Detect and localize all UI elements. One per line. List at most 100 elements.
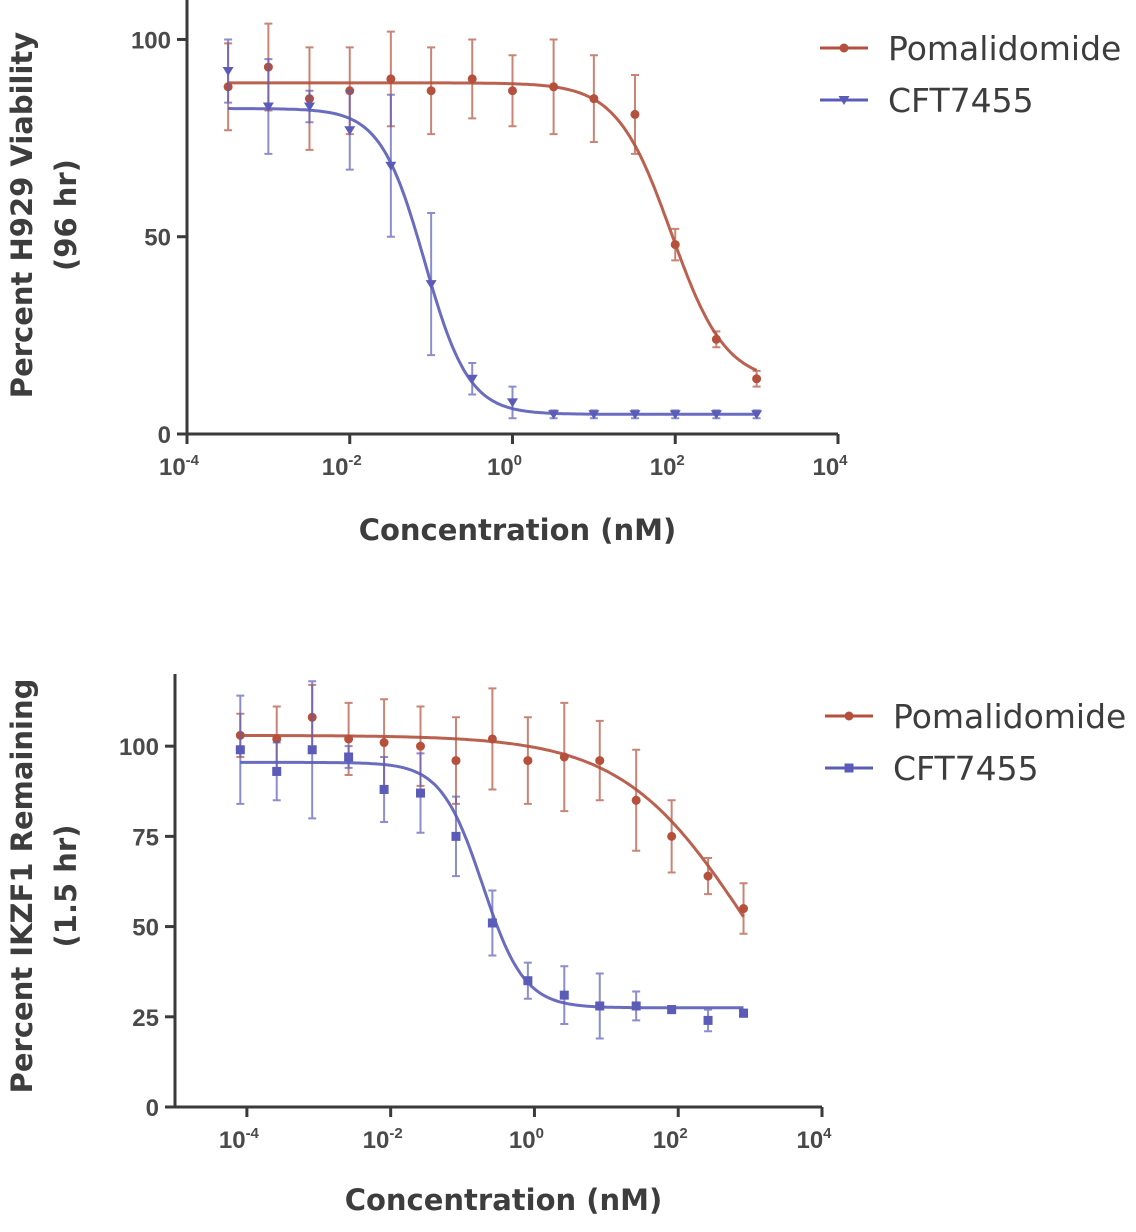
data-point xyxy=(415,788,425,798)
data-point xyxy=(307,745,317,755)
data-point xyxy=(631,795,641,805)
data-point xyxy=(451,756,461,766)
data-point xyxy=(272,734,282,744)
tick-base: 10 xyxy=(509,1127,536,1154)
x-tick-label: 100 xyxy=(509,1125,544,1154)
x-tick-label: 102 xyxy=(653,1125,688,1154)
tick-base: 10 xyxy=(650,454,677,481)
legend-marker xyxy=(839,43,849,53)
legend-marker xyxy=(838,96,850,105)
tick-exponent: -2 xyxy=(389,1125,402,1142)
y-tick-label: 0 xyxy=(146,1095,159,1122)
series-cft7455 xyxy=(222,38,763,420)
tick-exponent: 2 xyxy=(676,452,684,469)
tick-exponent: -4 xyxy=(186,452,200,469)
data-point xyxy=(385,161,397,171)
y-axis-label: Percent IKZF1 Remaining xyxy=(5,679,39,1094)
data-point xyxy=(549,82,559,92)
data-point xyxy=(507,398,518,408)
x-tick-label: 104 xyxy=(812,452,848,481)
data-point xyxy=(426,86,436,96)
data-point xyxy=(711,334,721,344)
data-point xyxy=(589,94,599,104)
tick-exponent: 2 xyxy=(679,1125,687,1142)
x-tick-label: 10-2 xyxy=(322,452,362,481)
data-point xyxy=(595,1001,605,1011)
legend-label: Pomalidomide xyxy=(888,29,1121,68)
tick-base: 10 xyxy=(322,454,349,481)
y-axis-label: (96 hr) xyxy=(49,159,83,271)
tick-base: 10 xyxy=(796,1127,823,1154)
data-point xyxy=(379,784,389,794)
data-point xyxy=(739,1008,749,1018)
tick-exponent: 0 xyxy=(536,1125,544,1142)
data-point xyxy=(752,374,762,384)
data-point xyxy=(272,766,282,776)
data-point xyxy=(588,410,600,420)
data-point xyxy=(703,871,713,881)
legend-label: CFT7455 xyxy=(888,81,1034,120)
data-point xyxy=(344,734,354,744)
data-point xyxy=(344,126,356,136)
legend-label: CFT7455 xyxy=(893,749,1039,788)
y-tick-label: 100 xyxy=(119,734,159,761)
x-tick-label: 104 xyxy=(796,1125,832,1154)
data-point xyxy=(559,752,569,762)
y-tick-label: 0 xyxy=(158,422,171,449)
y-axis-label: Percent H929 Viability xyxy=(5,32,39,398)
data-point xyxy=(466,374,478,384)
data-point xyxy=(303,102,315,112)
data-point xyxy=(487,734,497,744)
data-point xyxy=(467,74,477,84)
series-cft7455 xyxy=(235,680,749,1040)
x-axis-label: Concentration (nM) xyxy=(359,513,677,547)
data-point xyxy=(344,752,354,762)
data-point xyxy=(222,67,234,77)
tick-base: 10 xyxy=(363,1127,390,1154)
y-tick-label: 75 xyxy=(132,824,159,851)
series-pomalidomide xyxy=(223,22,762,388)
data-point xyxy=(710,410,722,420)
legend-marker xyxy=(844,711,854,721)
data-point xyxy=(629,410,641,420)
data-point xyxy=(595,756,605,766)
data-point xyxy=(667,1005,677,1015)
data-point xyxy=(235,745,245,755)
data-point xyxy=(508,86,517,96)
y-tick-label: 50 xyxy=(144,225,171,252)
tick-base: 10 xyxy=(219,1127,246,1154)
data-point xyxy=(425,280,437,290)
legend-marker xyxy=(844,763,854,773)
tick-exponent: 4 xyxy=(823,1125,832,1142)
tick-base: 10 xyxy=(159,454,186,481)
data-point xyxy=(523,976,533,986)
data-point xyxy=(379,738,389,748)
fit-curve xyxy=(228,81,758,372)
tick-exponent: -4 xyxy=(246,1125,260,1142)
data-point xyxy=(669,410,681,420)
y-axis-label: (1.5 hr) xyxy=(49,825,83,948)
tick-base: 10 xyxy=(812,454,839,481)
fit-curve xyxy=(240,760,744,1010)
tick-base: 10 xyxy=(653,1127,680,1154)
y-tick-label: 50 xyxy=(132,915,159,942)
data-point xyxy=(739,904,749,914)
x-tick-label: 102 xyxy=(650,452,685,481)
legend-label: Pomalidomide xyxy=(893,697,1126,736)
data-point xyxy=(415,741,425,751)
tick-exponent: 0 xyxy=(514,452,522,469)
tick-base: 10 xyxy=(487,454,514,481)
x-tick-label: 10-2 xyxy=(363,1125,403,1154)
data-point xyxy=(262,102,274,112)
data-point xyxy=(548,410,560,420)
data-point xyxy=(631,1001,641,1011)
data-point xyxy=(667,831,677,841)
data-point xyxy=(670,240,680,250)
y-tick-label: 100 xyxy=(131,27,171,54)
x-tick-label: 10-4 xyxy=(159,452,200,481)
data-point xyxy=(751,410,763,420)
data-point xyxy=(487,918,497,928)
